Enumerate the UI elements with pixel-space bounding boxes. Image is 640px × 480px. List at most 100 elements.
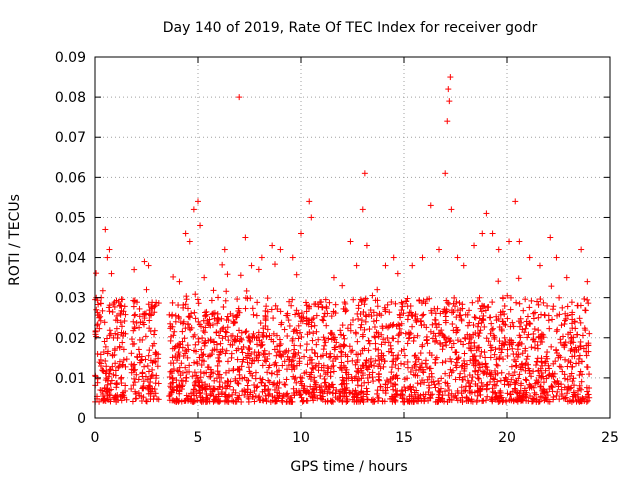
data-point [112, 360, 119, 367]
data-point [166, 373, 173, 380]
data-point [251, 382, 258, 389]
data-point [113, 384, 120, 391]
data-point [258, 254, 265, 261]
data-point [434, 305, 441, 312]
data-point [289, 254, 296, 261]
data-point [566, 397, 573, 404]
data-point [444, 380, 451, 387]
data-point [229, 391, 236, 398]
data-point [191, 309, 198, 316]
data-point [452, 376, 459, 383]
data-point [322, 296, 329, 303]
data-point [498, 326, 505, 333]
data-point [515, 275, 522, 282]
data-point [541, 397, 548, 404]
data-point [320, 367, 327, 374]
data-point [419, 312, 426, 319]
data-point [226, 367, 233, 374]
data-point [274, 368, 281, 375]
data-point [232, 375, 239, 382]
data-point [362, 296, 369, 303]
data-point [419, 254, 426, 261]
data-point [491, 376, 498, 383]
data-point [128, 350, 135, 357]
data-point [523, 356, 530, 363]
data-point [567, 347, 574, 354]
data-point [377, 365, 384, 372]
data-point [278, 397, 285, 404]
data-point [306, 329, 313, 336]
data-point [375, 370, 382, 377]
data-point [139, 385, 146, 392]
data-point [281, 349, 288, 356]
data-point [369, 398, 376, 405]
data-point [483, 386, 490, 393]
data-point [297, 391, 304, 398]
data-point [426, 373, 433, 380]
data-point [341, 342, 348, 349]
data-point [339, 282, 346, 289]
data-point [307, 383, 314, 390]
data-point [171, 328, 178, 335]
data-point [224, 382, 231, 389]
data-point [581, 295, 588, 302]
data-point [568, 370, 575, 377]
data-point [222, 350, 229, 357]
data-point [111, 351, 118, 358]
data-point [569, 309, 576, 316]
data-point [309, 346, 316, 353]
data-point [328, 313, 335, 320]
data-point [349, 347, 356, 354]
data-point [445, 86, 452, 93]
data-point [211, 377, 218, 384]
data-point [360, 372, 367, 379]
data-point [296, 313, 303, 320]
data-point [119, 296, 126, 303]
data-point [321, 342, 328, 349]
data-point [501, 303, 508, 310]
data-point [201, 329, 208, 336]
data-point [469, 299, 476, 306]
data-point [520, 307, 527, 314]
data-point [274, 343, 281, 350]
data-point [132, 366, 139, 373]
data-point [102, 357, 109, 364]
data-point [215, 371, 222, 378]
data-point [568, 363, 575, 370]
data-point [100, 349, 107, 356]
data-point [198, 323, 205, 330]
data-point [175, 302, 182, 309]
data-point [101, 319, 108, 326]
data-point [399, 300, 406, 307]
data-point [447, 355, 454, 362]
data-point [199, 335, 206, 342]
data-point [130, 318, 137, 325]
data-point [565, 383, 572, 390]
data-point [404, 364, 411, 371]
data-point [186, 362, 193, 369]
y-tick-label: 0 [77, 411, 86, 427]
data-point [466, 319, 473, 326]
data-point [475, 367, 482, 374]
data-point [311, 322, 318, 329]
data-point [422, 300, 429, 307]
data-point [386, 323, 393, 330]
data-point [353, 398, 360, 405]
data-point [232, 389, 239, 396]
data-point [472, 357, 479, 364]
data-point [147, 379, 154, 386]
data-point [583, 352, 590, 359]
plot-frame [94, 56, 611, 419]
data-point [404, 340, 411, 347]
data-point [544, 392, 551, 399]
data-point [185, 313, 192, 320]
data-point [179, 328, 186, 335]
data-point [409, 262, 416, 269]
data-point [173, 395, 180, 402]
data-point [328, 330, 335, 337]
data-point [569, 325, 576, 332]
data-point [413, 367, 420, 374]
data-point [409, 395, 416, 402]
data-point [577, 319, 584, 326]
data-point [120, 308, 127, 315]
